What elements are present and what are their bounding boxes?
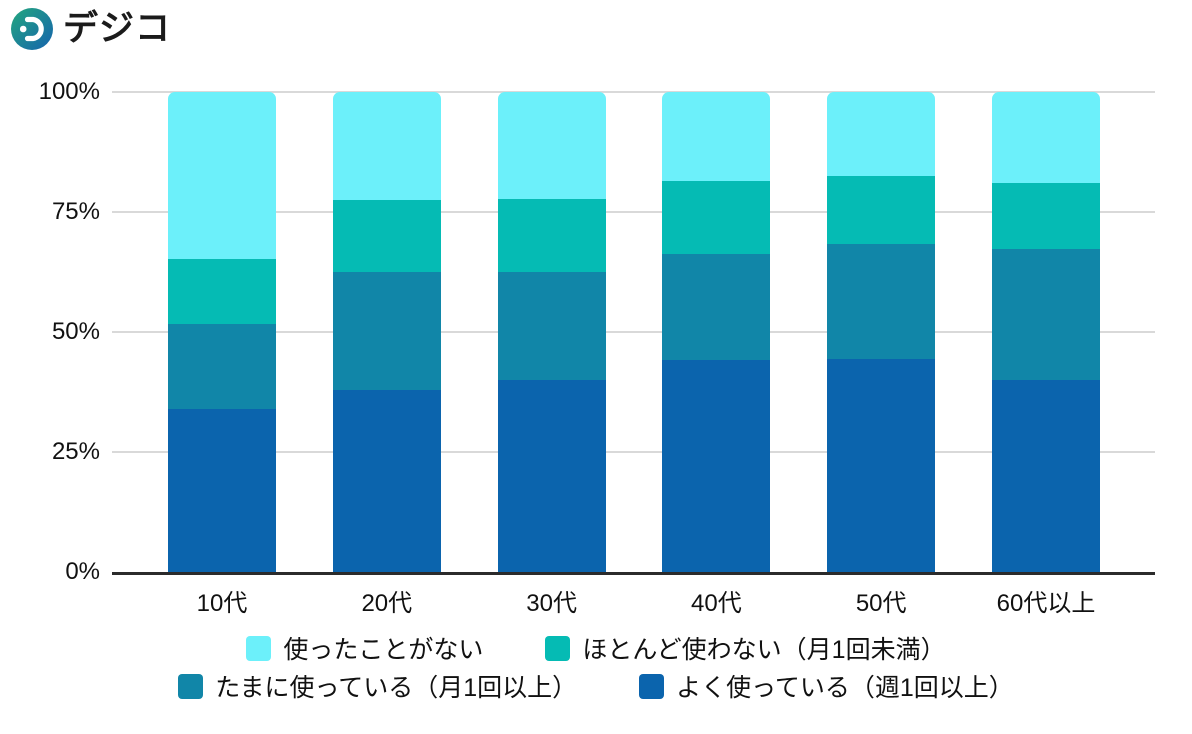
- bar-segment: [992, 92, 1100, 183]
- legend-item: たまに使っている（月1回以上）: [178, 668, 577, 704]
- x-axis-tick-label: 60代以上: [996, 590, 1096, 617]
- logo-text: デジコ: [63, 9, 172, 48]
- bar-segment: [168, 324, 276, 409]
- digico-d-icon: [11, 8, 53, 50]
- legend-swatch-icon: [545, 635, 571, 661]
- y-axis-tick-label: 100%: [38, 78, 100, 105]
- x-axis-tick-label: 40代: [691, 590, 742, 617]
- bar-segment: [168, 258, 276, 325]
- gridline: [112, 91, 1155, 93]
- bar-segment: [168, 92, 276, 259]
- x-axis-line: [112, 572, 1155, 575]
- gridline: [112, 331, 1155, 333]
- bar-segment: [332, 200, 441, 272]
- x-axis-tick-label: 30代: [526, 590, 577, 617]
- legend-label: 使ったことがない: [283, 636, 484, 664]
- bar-segment: [827, 243, 936, 359]
- bar-segment: [992, 182, 1100, 250]
- bar-segment: [332, 92, 441, 201]
- bar-segment: [827, 358, 936, 572]
- digico-logo: デジコ: [10, 7, 171, 51]
- legend-swatch-icon: [178, 673, 204, 699]
- y-axis-tick-label: 50%: [51, 318, 100, 345]
- legend-item: 使ったことがない: [246, 630, 483, 666]
- bar-segment: [992, 380, 1100, 572]
- bar-segment: [662, 254, 771, 361]
- legend-label: ほとんど使わない（月1回未満）: [582, 636, 946, 664]
- legend-swatch-icon: [639, 673, 665, 699]
- gridline: [112, 451, 1155, 453]
- bar-segment: [332, 389, 441, 572]
- bar-segment: [662, 92, 771, 181]
- bar-segment: [827, 92, 936, 177]
- chart-legend: 使ったことがない ほとんど使わない（月1回未満） たまに使っている（月1回以上） よく…: [0, 629, 1192, 705]
- legend-item: ほとんど使わない（月1回未満）: [545, 630, 946, 666]
- y-axis-tick-label: 75%: [51, 198, 100, 225]
- bar-segment: [168, 408, 276, 572]
- legend-row: 使ったことがない ほとんど使わない（月1回未満）: [0, 629, 1192, 667]
- bar-segment: [827, 176, 936, 244]
- bar-segment: [497, 92, 606, 199]
- legend-label: たまに使っている（月1回以上）: [215, 674, 578, 702]
- legend-item: よく使っている（週1回以上）: [639, 668, 1014, 704]
- bar-segment: [992, 249, 1100, 381]
- bar-segment: [497, 379, 606, 572]
- legend-label: よく使っている（週1回以上）: [676, 674, 1014, 702]
- bar-segment: [332, 272, 441, 390]
- x-axis-tick-label: 10代: [196, 590, 248, 617]
- bar-segment: [497, 272, 606, 380]
- y-axis-tick-label: 0%: [65, 558, 100, 585]
- legend-swatch-icon: [246, 635, 272, 661]
- legend-row: たまに使っている（月1回以上） よく使っている（週1回以上）: [0, 667, 1192, 705]
- x-axis-tick-label: 20代: [361, 590, 413, 617]
- gridline: [112, 211, 1155, 213]
- bar-segment: [662, 360, 771, 572]
- bar-segment: [662, 180, 771, 255]
- bar-segment: [497, 198, 606, 272]
- y-axis-tick-label: 25%: [51, 438, 100, 465]
- x-axis-tick-label: 50代: [855, 590, 907, 617]
